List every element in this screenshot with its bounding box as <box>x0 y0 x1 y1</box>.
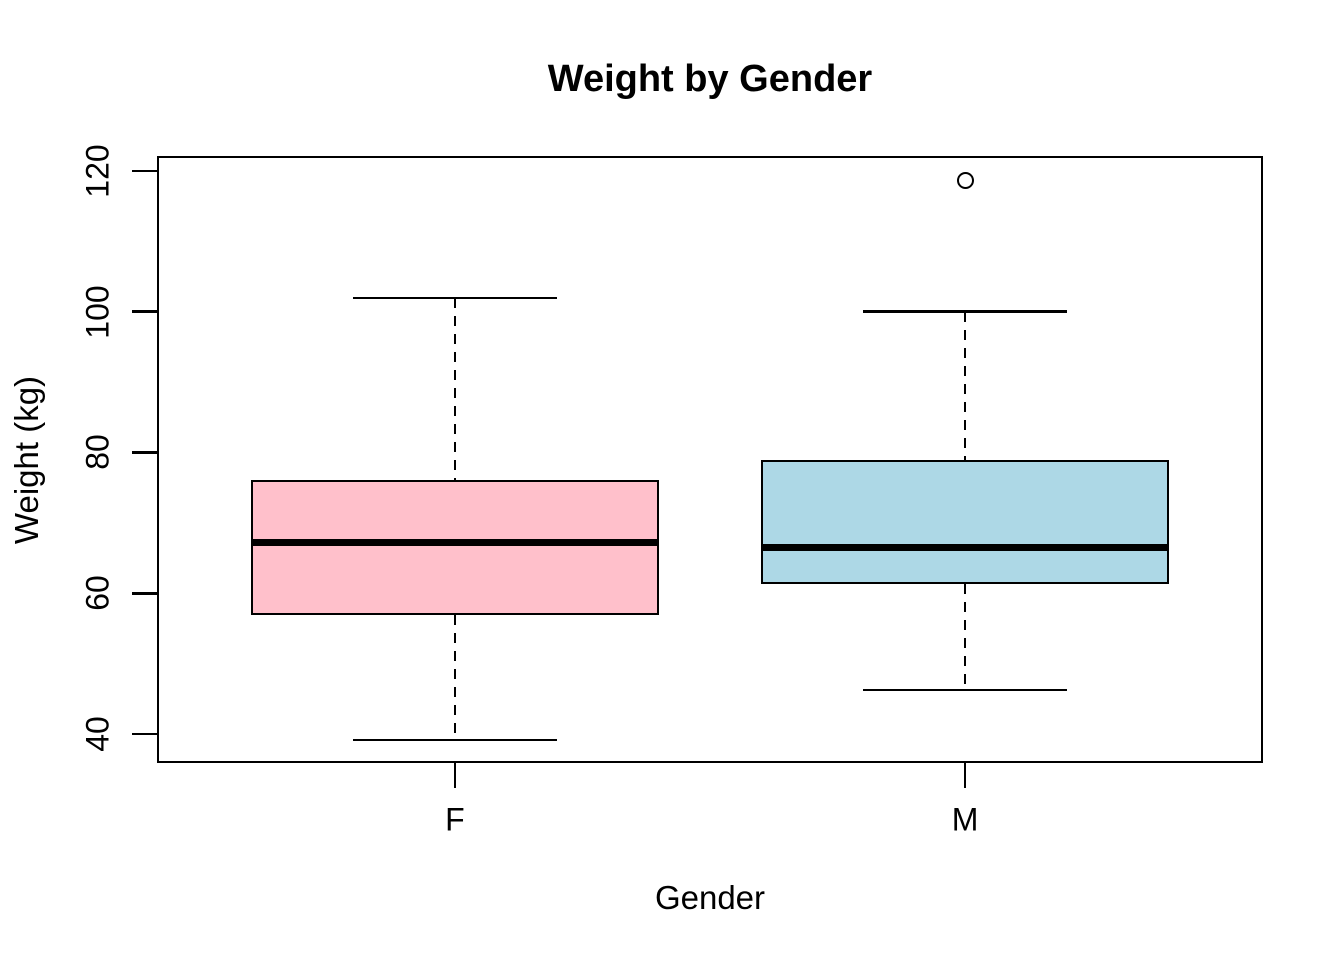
median-line <box>250 539 659 547</box>
upper-whisker <box>963 311 967 461</box>
outlier-point <box>956 172 974 190</box>
x-axis-tick <box>453 763 457 788</box>
x-axis-title: Gender <box>654 879 766 916</box>
box-M <box>761 460 1170 585</box>
y-axis-tick <box>132 451 157 454</box>
x-axis-tick <box>963 763 967 788</box>
y-tick-label: 60 <box>79 575 116 612</box>
y-axis-tick <box>132 169 157 173</box>
y-axis-tick <box>132 310 157 313</box>
y-tick-label: 120 <box>79 144 116 198</box>
lower-whisker <box>453 615 457 740</box>
upper-whisker-cap <box>352 296 557 300</box>
y-axis-title: Weight (kg) <box>8 375 45 545</box>
lower-whisker-cap <box>352 738 557 741</box>
chart-title: Weight by Gender <box>547 58 873 100</box>
y-tick-label: 100 <box>79 284 116 339</box>
lower-whisker-cap <box>863 688 1068 692</box>
plot-area <box>157 156 1263 763</box>
y-axis-tick <box>132 592 157 595</box>
y-tick-label: 80 <box>79 434 116 471</box>
y-axis-tick <box>132 732 157 736</box>
median-line <box>761 544 1170 552</box>
x-tick-label: F <box>445 801 465 838</box>
box-F <box>250 479 659 616</box>
upper-whisker-cap <box>863 310 1068 313</box>
upper-whisker <box>453 298 457 480</box>
x-tick-label: M <box>951 801 979 838</box>
lower-whisker <box>963 584 967 690</box>
y-tick-label: 40 <box>79 716 116 752</box>
